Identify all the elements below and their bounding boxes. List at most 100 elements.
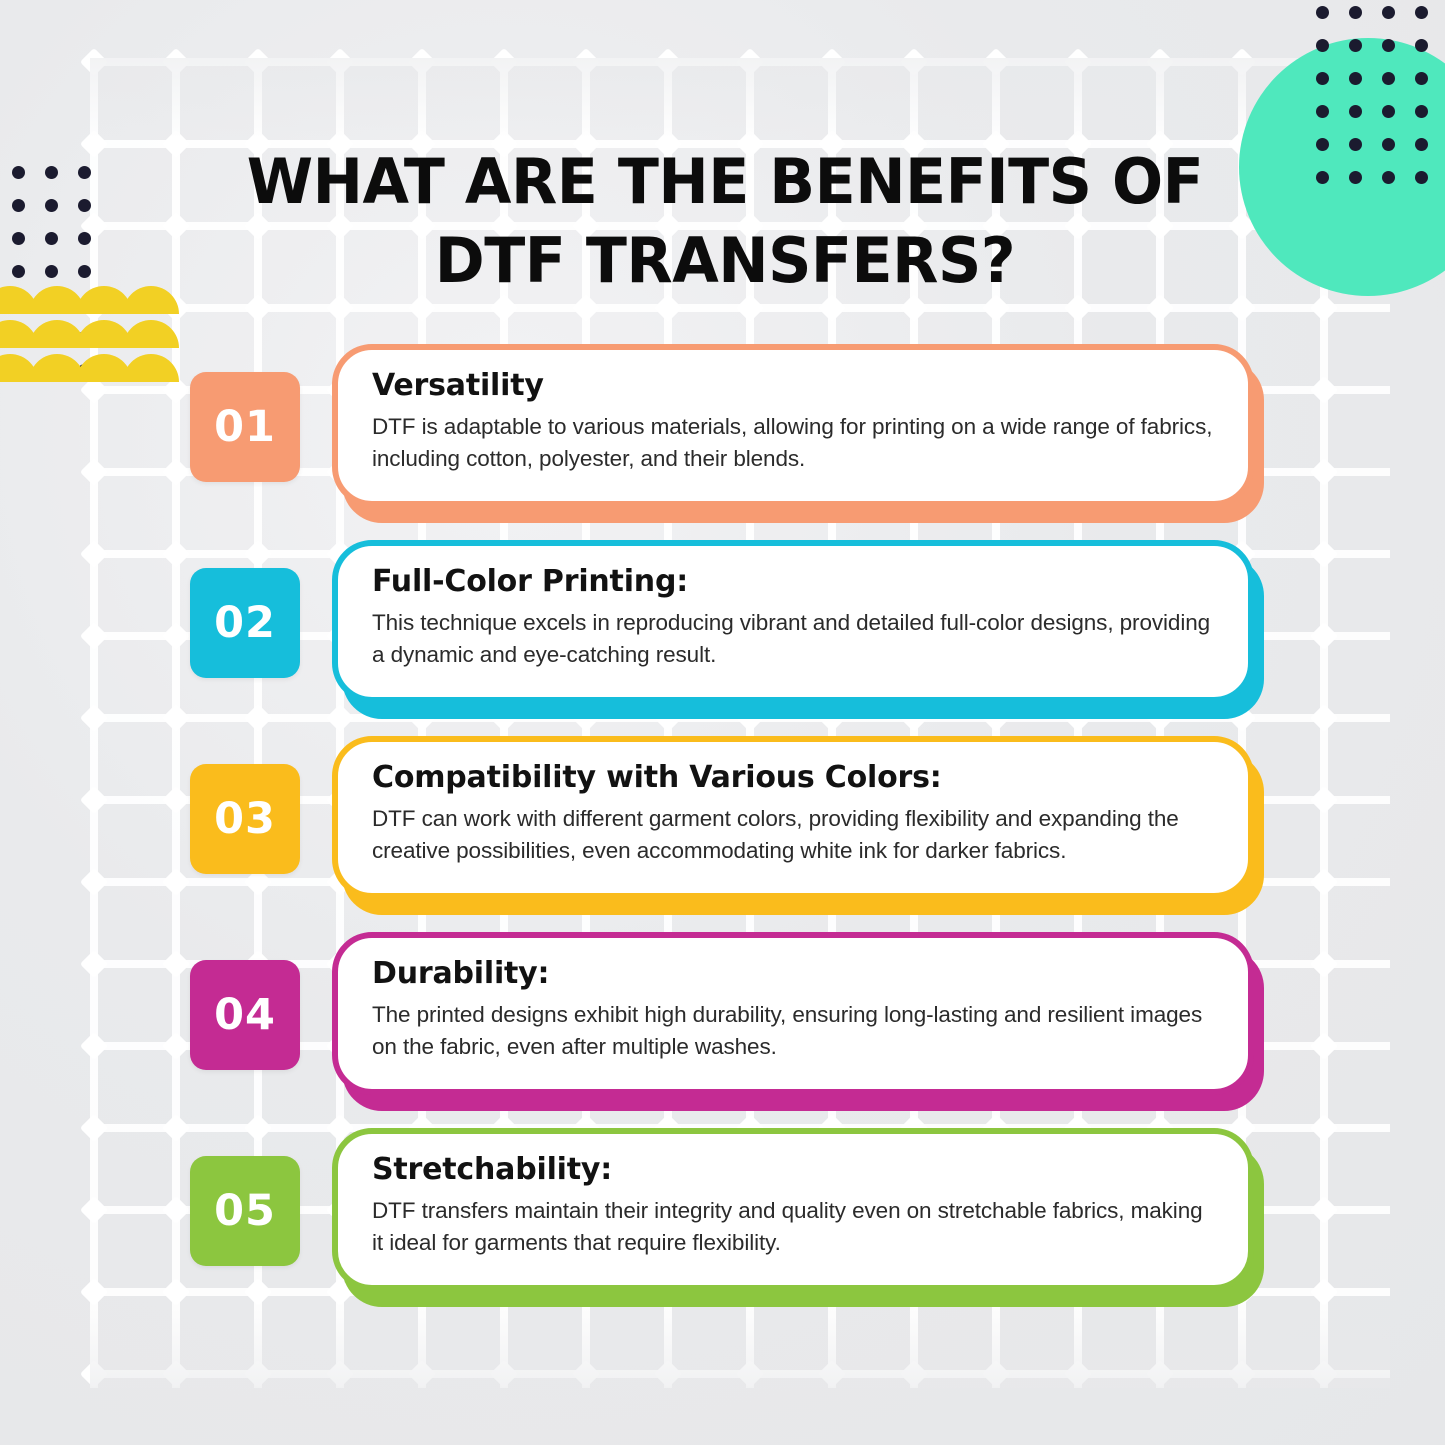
benefit-number-badge[interactable]: 02: [190, 568, 300, 678]
benefit-row: 05 Stretchability: DTF transfers maintain …: [0, 1128, 1445, 1324]
decorative-dot: [1382, 105, 1395, 118]
grid-joint-diamond: [653, 1359, 683, 1389]
decorative-dot: [1316, 39, 1329, 52]
benefit-description: DTF is adaptable to various materials, a…: [372, 414, 1213, 472]
decorative-dot: [1349, 105, 1362, 118]
decorative-dot: [45, 265, 58, 278]
benefit-description: The printed designs exhibit high durabil…: [372, 1002, 1203, 1060]
benefit-number-label: 05: [214, 1186, 276, 1236]
benefit-card[interactable]: Stretchability: DTF transfers maintain th…: [332, 1128, 1264, 1307]
decorative-dot: [1382, 39, 1395, 52]
page-title: WHAT ARE THE BENEFITS OF DTF TRANSFERS?: [246, 145, 1204, 298]
semicircle-row: [0, 348, 179, 382]
benefit-row: 01 Versatility DTF is adaptable to various…: [0, 344, 1445, 540]
benefit-card-surface: Compatibility with Various Colors: DTF ca…: [332, 736, 1254, 899]
decorative-dot: [1316, 72, 1329, 85]
decorative-dot: [1382, 171, 1395, 184]
decorative-dot: [45, 166, 58, 179]
decorative-dot: [1415, 39, 1428, 52]
benefit-row: 03 Compatibility with Various Colors: DTF …: [0, 736, 1445, 932]
decorative-dot: [12, 265, 25, 278]
semicircle-row: [0, 314, 179, 348]
decorative-dot: [1415, 171, 1428, 184]
grid-joint-diamond: [571, 47, 601, 77]
grid-joint-diamond: [981, 47, 1011, 77]
decorative-dot: [1382, 138, 1395, 151]
benefit-card-surface: Versatility DTF is adaptable to various m…: [332, 344, 1254, 507]
decorative-dot: [1415, 72, 1428, 85]
benefit-card[interactable]: Durability: The printed designs exhibit h…: [332, 932, 1264, 1111]
benefit-number-badge[interactable]: 03: [190, 764, 300, 874]
decorative-dot: [12, 232, 25, 245]
benefit-description: DTF transfers maintain their integrity a…: [372, 1198, 1203, 1256]
benefit-card-surface: Durability: The printed designs exhibit h…: [332, 932, 1254, 1095]
grid-joint-diamond: [161, 211, 191, 241]
grid-joint-diamond: [161, 1359, 191, 1389]
grid-joint-diamond: [243, 47, 273, 77]
dot-grid-top-right: [1316, 6, 1445, 184]
grid-joint-diamond: [407, 1359, 437, 1389]
benefit-card[interactable]: Compatibility with Various Colors: DTF ca…: [332, 736, 1264, 915]
decorative-dot: [45, 232, 58, 245]
grid-joint-diamond: [653, 47, 683, 77]
grid-joint-diamond: [79, 47, 109, 77]
grid-joint-diamond: [407, 47, 437, 77]
decorative-dot: [1349, 171, 1362, 184]
grid-joint-diamond: [243, 1359, 273, 1389]
benefit-description: This technique excels in reproducing vib…: [372, 610, 1211, 668]
decorative-dot: [12, 166, 25, 179]
benefit-card[interactable]: Full-Color Printing: This technique excel…: [332, 540, 1264, 719]
decorative-dot: [78, 166, 91, 179]
benefit-title: Versatility: [372, 368, 544, 403]
grid-joint-diamond: [1227, 47, 1257, 77]
benefit-number-badge[interactable]: 04: [190, 960, 300, 1070]
benefit-number-badge[interactable]: 01: [190, 372, 300, 482]
benefits-list: 01 Versatility DTF is adaptable to various…: [0, 344, 1445, 1324]
grid-joint-diamond: [817, 47, 847, 77]
teal-circle-decoration: [1239, 38, 1445, 296]
benefit-number-badge[interactable]: 05: [190, 1156, 300, 1266]
semicircle-row: [0, 280, 179, 314]
grid-joint-diamond: [161, 47, 191, 77]
decorative-dot: [1415, 138, 1428, 151]
benefit-card-surface: Stretchability: DTF transfers maintain th…: [332, 1128, 1254, 1291]
grid-joint-diamond: [735, 1359, 765, 1389]
decorative-dot: [1349, 39, 1362, 52]
benefit-row: 02 Full-Color Printing: This technique exc…: [0, 540, 1445, 736]
decorative-dot: [1316, 138, 1329, 151]
grid-joint-diamond: [1309, 1359, 1339, 1389]
grid-joint-diamond: [1063, 47, 1093, 77]
benefit-title: Full-Color Printing:: [372, 564, 689, 599]
grid-joint-diamond: [735, 47, 765, 77]
decorative-dot: [1316, 105, 1329, 118]
benefit-card[interactable]: Versatility DTF is adaptable to various m…: [332, 344, 1264, 523]
benefit-title: Stretchability:: [372, 1152, 613, 1187]
decorative-dot: [1316, 6, 1329, 19]
decorative-dot: [1349, 6, 1362, 19]
decorative-dot: [1415, 6, 1428, 19]
benefit-card-surface: Full-Color Printing: This technique excel…: [332, 540, 1254, 703]
benefit-description: DTF can work with different garment colo…: [372, 806, 1179, 864]
semicircle-shape: [123, 286, 179, 314]
grid-joint-diamond: [899, 1359, 929, 1389]
decorative-dot: [1349, 72, 1362, 85]
decorative-dot: [1382, 72, 1395, 85]
benefit-number-label: 01: [214, 402, 276, 452]
benefit-title: Durability:: [372, 956, 550, 991]
decorative-dot: [1382, 6, 1395, 19]
grid-joint-diamond: [899, 47, 929, 77]
benefit-number-label: 03: [214, 794, 276, 844]
grid-joint-diamond: [79, 1359, 109, 1389]
decorative-dot: [1316, 171, 1329, 184]
decorative-dot: [78, 232, 91, 245]
benefit-row: 04 Durability: The printed designs exhibit…: [0, 932, 1445, 1128]
benefit-number-label: 04: [214, 990, 276, 1040]
grid-joint-diamond: [79, 129, 109, 159]
grid-joint-diamond: [325, 47, 355, 77]
grid-joint-diamond: [1227, 1359, 1257, 1389]
grid-joint-diamond: [817, 1359, 847, 1389]
benefit-title: Compatibility with Various Colors:: [372, 760, 942, 795]
grid-joint-diamond: [571, 1359, 601, 1389]
grid-joint-diamond: [489, 47, 519, 77]
